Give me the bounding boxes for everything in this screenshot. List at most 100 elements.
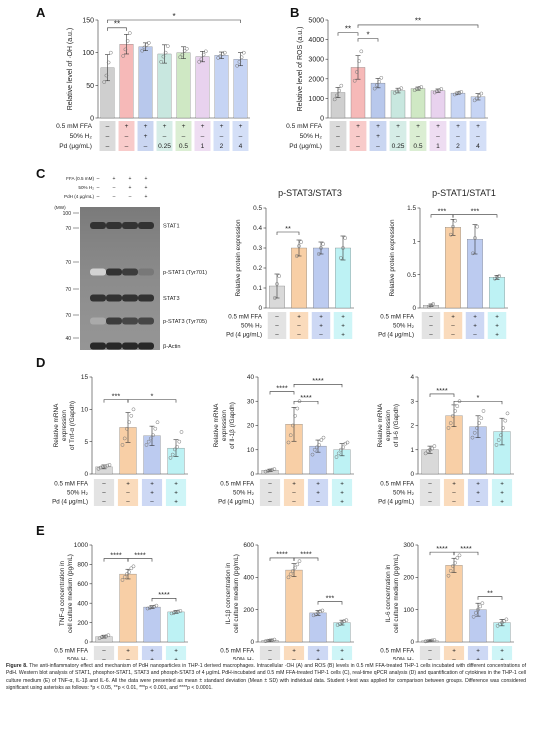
data-point bbox=[399, 86, 404, 91]
data-point bbox=[336, 451, 341, 456]
y-tick-label: 0.5 bbox=[253, 205, 262, 212]
treatment-cell: + bbox=[476, 480, 480, 487]
data-point bbox=[321, 435, 326, 440]
y-tick-label: 200 bbox=[403, 575, 414, 582]
treatment-cell: + bbox=[239, 123, 243, 130]
mw-marker: 70 bbox=[65, 226, 71, 232]
data-point bbox=[375, 83, 379, 87]
data-point bbox=[471, 614, 476, 619]
mw-label: (MW) bbox=[54, 205, 66, 210]
treatment-cell: – bbox=[268, 647, 272, 654]
y-axis-label: of Tnf-α (/Gapdh) bbox=[69, 401, 76, 450]
treatment-cell: – bbox=[163, 133, 167, 140]
treatment-row-label: 50% H₂ bbox=[233, 656, 255, 660]
data-point bbox=[502, 619, 507, 623]
blot-header-sign: + bbox=[113, 176, 116, 182]
data-point bbox=[415, 87, 419, 91]
treatment-column bbox=[331, 479, 353, 506]
data-point bbox=[343, 236, 348, 240]
data-point bbox=[473, 236, 477, 240]
bar bbox=[119, 573, 137, 643]
data-point bbox=[144, 42, 149, 47]
data-point bbox=[342, 619, 347, 623]
treatment-column bbox=[429, 121, 447, 151]
data-point bbox=[171, 611, 176, 615]
data-point bbox=[339, 447, 343, 452]
data-point bbox=[170, 452, 175, 457]
blot-band bbox=[106, 342, 122, 350]
blot-band bbox=[138, 342, 154, 350]
treatment-column bbox=[491, 646, 513, 660]
panel-letter: A bbox=[36, 5, 46, 20]
data-point bbox=[428, 638, 432, 643]
y-tick-label: 3000 bbox=[308, 57, 324, 64]
data-point bbox=[277, 274, 282, 278]
data-point bbox=[295, 562, 300, 567]
significance-label: *** bbox=[438, 206, 447, 215]
chart-title: p-STAT1/STAT1 bbox=[432, 188, 496, 198]
y-tick-label: 3 bbox=[410, 398, 414, 405]
data-point bbox=[477, 94, 481, 98]
data-point bbox=[430, 638, 435, 643]
treatment-row-label: 0.5 mM FFA bbox=[220, 480, 255, 487]
treatment-cell: – bbox=[316, 498, 320, 505]
data-point bbox=[494, 443, 499, 447]
data-point bbox=[319, 438, 324, 442]
data-point bbox=[312, 447, 317, 452]
y-axis-label: Relative mRNA bbox=[53, 403, 60, 447]
western-blot: FFA (0.5 mM) – + + +50% H₂ – – + +PdH (4 μg/mL) –… bbox=[54, 176, 207, 350]
data-point bbox=[268, 638, 272, 643]
data-point bbox=[169, 611, 174, 616]
data-point bbox=[144, 443, 149, 447]
treatment-cell: + bbox=[297, 313, 301, 320]
data-point bbox=[123, 47, 128, 52]
y-tick-label: 5 bbox=[84, 439, 88, 446]
y-axis-label: of Il-1β (/Gapdh) bbox=[229, 402, 236, 449]
treatment-cell: 0.5 bbox=[413, 143, 422, 150]
significance-bracket bbox=[276, 231, 300, 235]
data-point bbox=[97, 636, 102, 640]
blot-band bbox=[106, 268, 122, 276]
data-point bbox=[479, 91, 484, 96]
blot-band bbox=[90, 317, 106, 325]
significance-label: **** bbox=[276, 383, 288, 392]
band-label: β-Actin bbox=[163, 344, 181, 350]
treatment-column bbox=[93, 646, 115, 660]
data-point bbox=[265, 638, 270, 643]
data-point bbox=[477, 421, 481, 425]
data-point bbox=[294, 254, 299, 258]
treatment-cell: + bbox=[150, 656, 154, 660]
treatment-row-label: 0.5 mM FFA bbox=[56, 123, 93, 130]
data-point bbox=[505, 411, 510, 416]
data-point bbox=[499, 433, 503, 438]
data-point bbox=[321, 242, 326, 246]
treatment-column bbox=[467, 479, 489, 506]
treatment-cell: – bbox=[268, 656, 272, 660]
bar bbox=[390, 90, 406, 119]
treatment-cell: + bbox=[476, 489, 480, 496]
data-point bbox=[457, 90, 461, 95]
bar bbox=[285, 569, 303, 643]
data-point bbox=[339, 83, 344, 88]
data-point bbox=[131, 407, 136, 412]
data-point bbox=[344, 618, 349, 623]
treatment-cell: + bbox=[341, 331, 345, 338]
data-point bbox=[154, 603, 159, 608]
y-tick-label: 100 bbox=[82, 50, 94, 57]
data-point bbox=[145, 606, 150, 611]
treatment-cell: – bbox=[275, 322, 279, 329]
y-axis-label: cell culture medium (pg/mL) bbox=[67, 554, 74, 633]
treatment-column bbox=[194, 121, 211, 151]
data-point bbox=[341, 445, 345, 450]
data-point bbox=[448, 569, 453, 573]
data-point bbox=[431, 302, 436, 306]
blot-band bbox=[138, 317, 154, 325]
treatment-column bbox=[213, 121, 230, 151]
mw-marker: 40 bbox=[65, 336, 71, 342]
data-point bbox=[317, 443, 321, 447]
